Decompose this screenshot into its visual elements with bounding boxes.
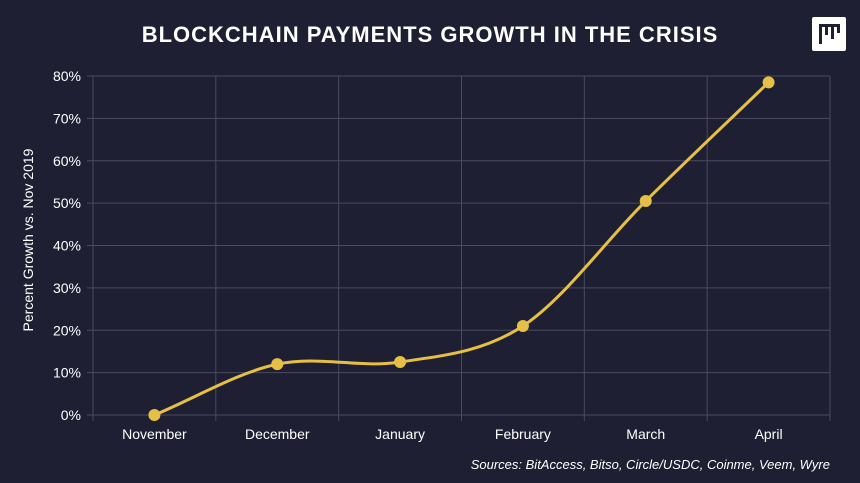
y-tick-label: 20% [53,322,81,338]
x-tick-label: December [245,426,310,442]
x-tick-label: February [495,426,551,442]
x-tick-label: March [626,426,665,442]
y-tick-label: 0% [61,407,81,423]
y-tick-label: 30% [53,280,81,296]
y-axis-label: Percent Growth vs. Nov 2019 [20,148,36,332]
y-tick-label: 50% [53,195,81,211]
x-tick-label: April [755,426,783,442]
y-tick-label: 40% [53,238,81,254]
y-tick-label: 10% [53,365,81,381]
y-tick-label: 70% [53,110,81,126]
data-point-december [271,358,284,371]
data-point-march [639,195,652,208]
data-point-january [394,356,407,369]
pymnts-logo-icon [812,17,846,51]
data-point-november [148,409,161,421]
y-tick-label: 80% [53,68,81,84]
source-note: Sources: BitAccess, Bitso, Circle/USDC, … [470,457,830,472]
data-point-april [762,76,775,89]
y-tick-label: 60% [53,153,81,169]
series-line [152,80,771,417]
chart-title: BLOCKCHAIN PAYMENTS GROWTH IN THE CRISIS [141,22,719,47]
data-point-february [516,320,529,333]
x-tick-label: November [122,426,187,442]
x-tick-label: January [375,426,425,442]
